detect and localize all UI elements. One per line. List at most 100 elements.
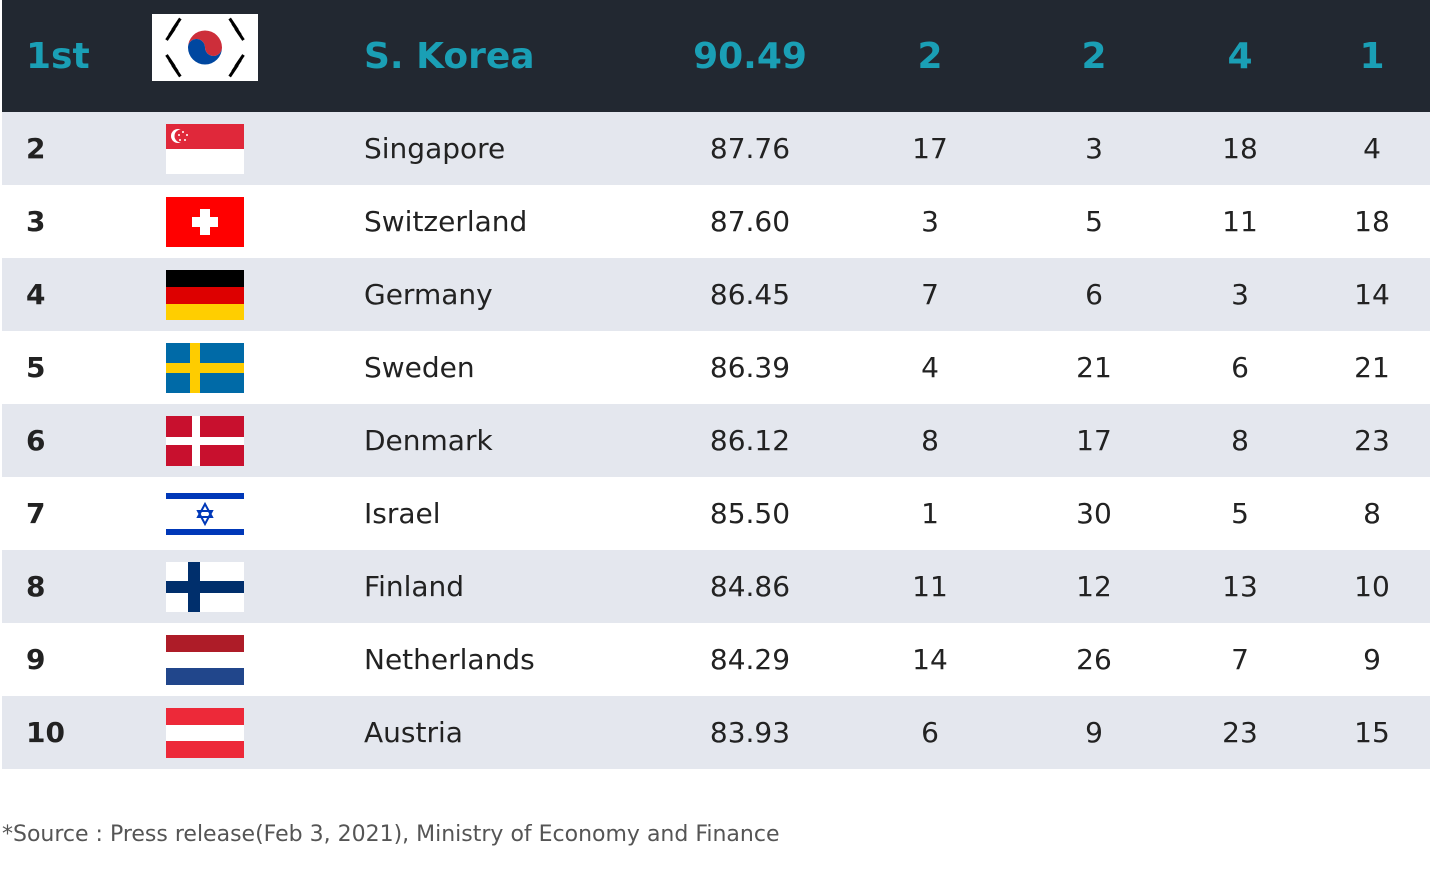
value-cell: 6 bbox=[1231, 351, 1249, 384]
country: Sweden bbox=[364, 351, 475, 384]
value-cell: 3 bbox=[1231, 278, 1249, 311]
value-cell: 21 bbox=[1076, 351, 1112, 384]
value-cell: 23 bbox=[1222, 716, 1258, 749]
value-cell: 10 bbox=[1354, 570, 1390, 603]
value-cell: 90.49 bbox=[693, 35, 807, 77]
value-cell: 2 bbox=[917, 35, 943, 77]
table-row: 5 Sweden 86.39 4 21 6 21 bbox=[2, 331, 1430, 404]
table-row: 7 Israel 85.50 1 30 5 8 bbox=[2, 477, 1430, 550]
value-cell: 3 bbox=[1085, 132, 1103, 165]
value-cell: 84.86 bbox=[709, 570, 791, 603]
country: Israel bbox=[364, 497, 441, 530]
flag-shape bbox=[171, 17, 182, 31]
value-cell: 86.12 bbox=[709, 424, 791, 457]
flag-shape bbox=[182, 131, 184, 133]
rank: 7 bbox=[26, 497, 46, 530]
table-row: 2 Singapore 87.76 17 3 18 4 bbox=[2, 112, 1430, 185]
value-cell: 18 bbox=[1222, 132, 1258, 165]
value-cell: 4 bbox=[1363, 132, 1381, 165]
value-cell: 17 bbox=[1076, 424, 1112, 457]
value-cell: 30 bbox=[1076, 497, 1112, 530]
value-cell: 5 bbox=[1085, 205, 1103, 238]
country: Germany bbox=[364, 278, 493, 311]
flag-shape bbox=[196, 510, 214, 527]
value-cell: 21 bbox=[1354, 351, 1390, 384]
flag-shape bbox=[166, 668, 244, 685]
table-row: 3 Switzerland 87.60 3 5 11 18 bbox=[2, 185, 1430, 258]
value-cell: 8 bbox=[921, 424, 939, 457]
flag-shape bbox=[166, 581, 244, 593]
flag-shape bbox=[166, 529, 244, 535]
value-cell: 85.50 bbox=[709, 497, 791, 530]
value-cell: 87.60 bbox=[709, 205, 791, 238]
value-cell: 5 bbox=[1231, 497, 1249, 530]
flag-shape bbox=[178, 134, 180, 136]
rank: 3 bbox=[26, 205, 46, 238]
rank: 9 bbox=[26, 643, 46, 676]
flag-shape bbox=[166, 708, 244, 725]
value-cell: 9 bbox=[1085, 716, 1103, 749]
rank: 8 bbox=[26, 570, 46, 603]
value-cell: 13 bbox=[1222, 570, 1258, 603]
flag-icon bbox=[166, 562, 244, 612]
value-cell: 87.76 bbox=[709, 132, 791, 165]
country: Switzerland bbox=[364, 205, 528, 238]
flag-shape bbox=[228, 64, 239, 78]
flag-shape bbox=[166, 437, 244, 445]
value-cell: 84.29 bbox=[709, 643, 791, 676]
flag-shape bbox=[166, 287, 244, 304]
flag-icon bbox=[166, 489, 244, 539]
country: Singapore bbox=[364, 132, 506, 165]
flag-icon bbox=[166, 635, 244, 685]
flag-shape bbox=[234, 27, 245, 41]
footnote: *Source : Press release(Feb 3, 2021), Mi… bbox=[2, 822, 780, 847]
table-row: 4 Germany 86.45 7 6 3 14 bbox=[2, 258, 1430, 331]
flag-icon bbox=[152, 14, 258, 81]
value-cell: 86.45 bbox=[709, 278, 791, 311]
country: S. Korea bbox=[364, 35, 535, 77]
value-cell: 14 bbox=[1354, 278, 1390, 311]
flag-shape bbox=[166, 304, 244, 320]
value-cell: 23 bbox=[1354, 424, 1390, 457]
flag-shape bbox=[179, 139, 181, 141]
flag-shape bbox=[165, 27, 176, 41]
table-row: 8 Finland 84.86 11 12 13 10 bbox=[2, 550, 1430, 623]
table-row: 9 Netherlands 84.29 14 26 7 9 bbox=[2, 623, 1430, 696]
flag-shape bbox=[188, 39, 222, 65]
value-cell: 6 bbox=[1085, 278, 1103, 311]
rank: 1st bbox=[26, 35, 90, 77]
flag-icon bbox=[166, 124, 244, 174]
value-cell: 7 bbox=[1231, 643, 1249, 676]
table-row: 10 Austria 83.93 6 9 23 15 bbox=[2, 696, 1430, 769]
flag-icon bbox=[166, 343, 244, 393]
country: Netherlands bbox=[364, 643, 535, 676]
flag-shape bbox=[166, 725, 244, 741]
rank: 5 bbox=[26, 351, 46, 384]
value-cell: 18 bbox=[1354, 205, 1390, 238]
flag-icon bbox=[166, 416, 244, 466]
flag-shape bbox=[165, 17, 245, 78]
rank: 2 bbox=[26, 132, 46, 165]
value-cell: 4 bbox=[921, 351, 939, 384]
header-row: 1st S. Korea 90.49 2 2 4 1 bbox=[2, 0, 1430, 112]
flag-shape bbox=[174, 129, 188, 143]
flag-shape bbox=[165, 54, 176, 68]
value-cell: 8 bbox=[1231, 424, 1249, 457]
country: Denmark bbox=[364, 424, 493, 457]
flag-shape bbox=[192, 217, 218, 227]
value-cell: 17 bbox=[912, 132, 948, 165]
value-cell: 11 bbox=[1222, 205, 1258, 238]
value-cell: 7 bbox=[921, 278, 939, 311]
value-cell: 3 bbox=[921, 205, 939, 238]
flag-shape bbox=[166, 493, 244, 499]
rank: 10 bbox=[26, 716, 65, 749]
country: Finland bbox=[364, 570, 465, 603]
value-cell: 83.93 bbox=[709, 716, 791, 749]
flag-shape bbox=[166, 149, 244, 174]
flag-shape bbox=[186, 134, 188, 136]
value-cell: 11 bbox=[912, 570, 948, 603]
value-cell: 6 bbox=[921, 716, 939, 749]
value-cell: 1 bbox=[1359, 35, 1385, 77]
value-cell: 2 bbox=[1081, 35, 1107, 77]
flag-icon bbox=[166, 708, 244, 758]
